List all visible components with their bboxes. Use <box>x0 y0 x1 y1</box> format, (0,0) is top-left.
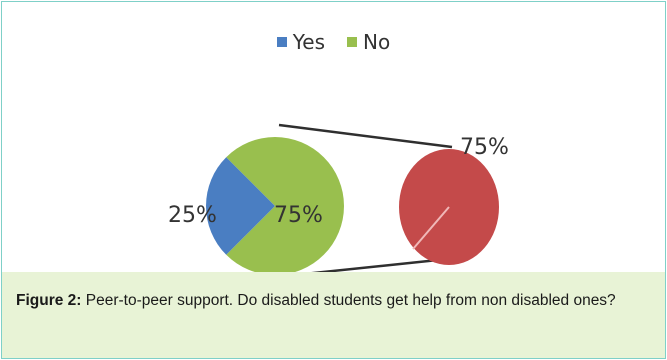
data-label-secondary: 75% <box>460 135 509 160</box>
caption-area: Figure 2: Peer-to-peer support. Do disab… <box>2 272 665 358</box>
legend-item-yes: Yes <box>276 30 326 54</box>
legend: Yes No <box>2 30 665 54</box>
chart-area: Yes No 25% 75% 75% <box>2 2 665 272</box>
connector-line-top <box>278 123 453 149</box>
legend-label-no: No <box>363 30 391 54</box>
pie-slice-no <box>226 137 344 272</box>
connector-line-bottom <box>311 258 439 272</box>
caption-label: Figure 2: <box>16 292 82 309</box>
pie-of-pie-chart: 25% 75% 75% <box>168 123 509 272</box>
legend-swatch-no <box>347 37 358 47</box>
data-label-no: 75% <box>274 203 323 228</box>
legend-item-no: No <box>347 30 390 54</box>
legend-label-yes: Yes <box>292 30 326 54</box>
legend-swatch-yes <box>276 37 287 47</box>
caption-text: Peer-to-peer support. Do disabled studen… <box>85 292 616 309</box>
data-label-yes: 25% <box>168 203 217 228</box>
figure-caption: Figure 2: Peer-to-peer support. Do disab… <box>16 290 654 312</box>
pie-slice-yes <box>206 157 275 255</box>
secondary-pie-divider <box>412 206 450 250</box>
